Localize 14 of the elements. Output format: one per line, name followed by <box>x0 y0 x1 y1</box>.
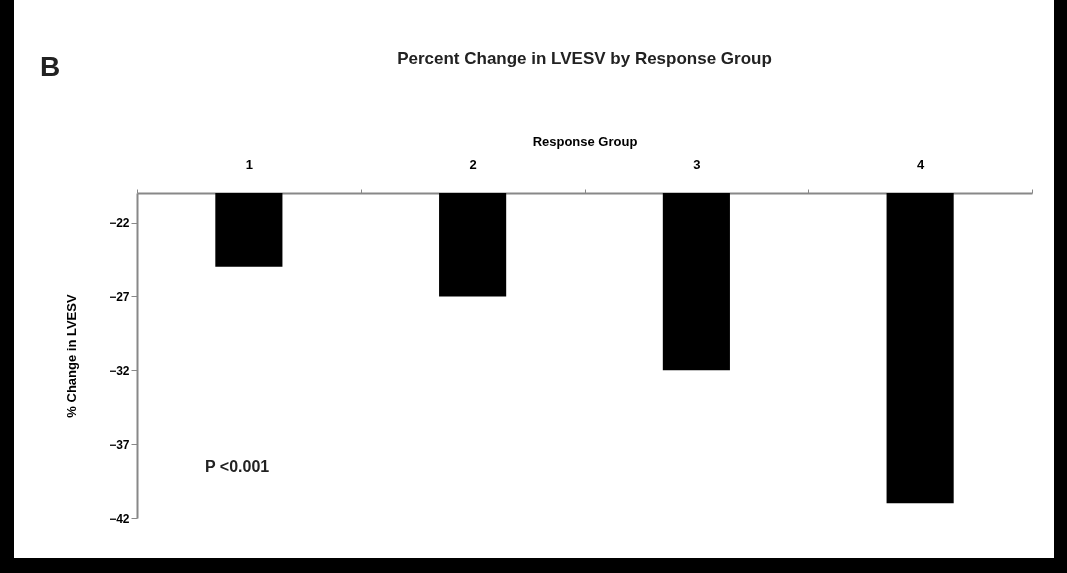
annotation: P <0.001 <box>205 458 270 475</box>
y-tick-label: −37 <box>109 437 130 452</box>
y-tick-label: −27 <box>109 289 130 304</box>
x-axis-title: Response Group <box>532 133 638 149</box>
y-tick-label: −42 <box>109 511 130 526</box>
y-axis-title: % Change in LVESV <box>64 294 80 418</box>
chart-title: Percent Change in LVESV by Response Group <box>397 49 772 68</box>
text: B <box>40 51 61 82</box>
x-tick-label: 4 <box>917 156 926 172</box>
y-tick-label: −22 <box>109 216 130 231</box>
x-tick-label: 2 <box>469 156 477 172</box>
x-tick-label: 1 <box>245 156 253 172</box>
y-tick-label: −32 <box>109 363 130 378</box>
x-tick-label: 3 <box>693 156 701 172</box>
